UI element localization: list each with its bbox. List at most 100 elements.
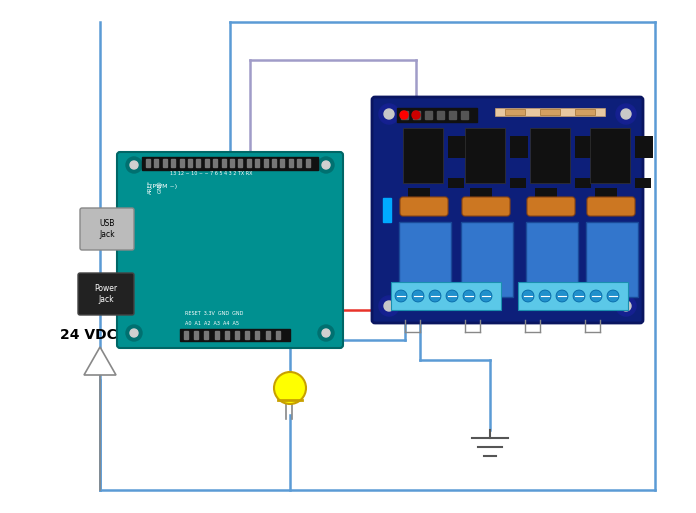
Bar: [146, 159, 150, 167]
Bar: [245, 331, 249, 339]
Bar: [526, 222, 578, 297]
Bar: [255, 159, 259, 167]
Bar: [264, 159, 267, 167]
Bar: [437, 111, 444, 119]
Bar: [255, 331, 260, 339]
Bar: [425, 111, 432, 119]
Bar: [413, 111, 420, 119]
Circle shape: [539, 290, 551, 302]
Bar: [247, 159, 251, 167]
FancyBboxPatch shape: [80, 208, 134, 250]
Circle shape: [607, 290, 619, 302]
Bar: [401, 111, 408, 119]
Circle shape: [590, 290, 602, 302]
Bar: [239, 159, 242, 167]
Bar: [155, 159, 159, 167]
Bar: [266, 331, 269, 339]
Bar: [214, 331, 219, 339]
FancyBboxPatch shape: [117, 152, 343, 348]
Circle shape: [412, 111, 420, 119]
Text: 13 12 ~ 10 ~ ~ 7 6 5 4 3 2 TX RX: 13 12 ~ 10 ~ ~ 7 6 5 4 3 2 TX RX: [170, 171, 253, 176]
Bar: [461, 111, 468, 119]
Bar: [465, 128, 505, 183]
Circle shape: [130, 161, 138, 169]
Circle shape: [412, 290, 424, 302]
Bar: [383, 198, 391, 222]
Bar: [540, 109, 560, 115]
Circle shape: [318, 157, 334, 173]
Circle shape: [379, 296, 399, 316]
Bar: [235, 331, 239, 339]
Circle shape: [621, 109, 631, 119]
Bar: [276, 331, 280, 339]
Bar: [530, 128, 570, 183]
Circle shape: [480, 290, 492, 302]
Circle shape: [429, 290, 441, 302]
Bar: [213, 159, 217, 167]
Bar: [297, 159, 301, 167]
Circle shape: [322, 161, 330, 169]
Bar: [461, 222, 513, 297]
Bar: [163, 159, 167, 167]
Circle shape: [395, 290, 407, 302]
Bar: [495, 108, 605, 116]
Bar: [575, 136, 593, 158]
Bar: [510, 178, 526, 188]
FancyBboxPatch shape: [372, 97, 643, 323]
Circle shape: [322, 329, 330, 337]
Circle shape: [446, 290, 458, 302]
Text: USB
Jack: USB Jack: [100, 219, 115, 239]
Bar: [505, 109, 525, 115]
Bar: [590, 128, 630, 183]
Circle shape: [522, 290, 534, 302]
Bar: [595, 188, 617, 202]
Bar: [399, 222, 451, 297]
Bar: [230, 159, 234, 167]
Text: GND: GND: [158, 180, 163, 192]
FancyBboxPatch shape: [400, 197, 448, 216]
Bar: [449, 111, 456, 119]
Circle shape: [621, 301, 631, 311]
Bar: [194, 331, 198, 339]
Circle shape: [384, 301, 394, 311]
Circle shape: [463, 290, 475, 302]
Bar: [470, 188, 492, 202]
Circle shape: [573, 290, 585, 302]
Bar: [221, 159, 226, 167]
Bar: [196, 159, 200, 167]
Polygon shape: [84, 347, 116, 375]
Text: A0  A1  A2  A3  A4  A5: A0 A1 A2 A3 A4 A5: [185, 321, 239, 326]
Bar: [408, 188, 430, 202]
Bar: [510, 136, 528, 158]
Circle shape: [274, 372, 306, 404]
Circle shape: [400, 111, 408, 119]
Bar: [306, 159, 310, 167]
Circle shape: [616, 296, 636, 316]
Bar: [280, 159, 285, 167]
Bar: [205, 331, 208, 339]
Bar: [184, 331, 188, 339]
Bar: [205, 159, 209, 167]
Circle shape: [556, 290, 568, 302]
Circle shape: [384, 109, 394, 119]
Bar: [448, 136, 466, 158]
Bar: [225, 331, 229, 339]
FancyBboxPatch shape: [78, 273, 134, 315]
Bar: [575, 178, 591, 188]
Circle shape: [616, 104, 636, 124]
Bar: [289, 159, 293, 167]
Bar: [575, 109, 595, 115]
Circle shape: [126, 325, 142, 341]
Bar: [403, 128, 443, 183]
FancyBboxPatch shape: [587, 197, 635, 216]
Bar: [518, 282, 628, 310]
FancyBboxPatch shape: [462, 197, 510, 216]
Bar: [535, 188, 557, 202]
Bar: [635, 178, 651, 188]
Bar: [448, 178, 464, 188]
Bar: [635, 136, 653, 158]
Bar: [188, 159, 192, 167]
Text: 24 VDC: 24 VDC: [60, 328, 117, 342]
Text: RESET  3.3V  GND  GND: RESET 3.3V GND GND: [185, 311, 244, 316]
Circle shape: [126, 157, 142, 173]
